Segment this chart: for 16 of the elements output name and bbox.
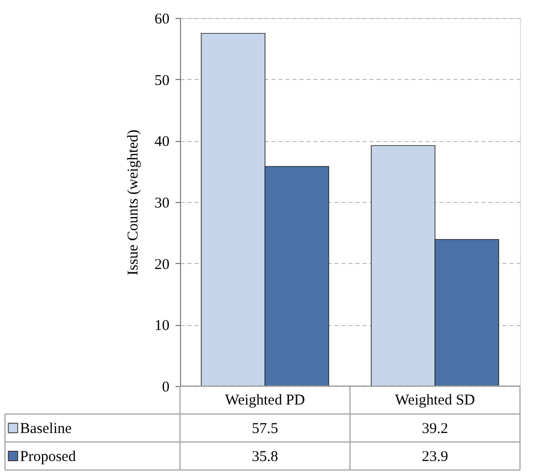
data-label: 35.8 [252,449,278,465]
y-tick-label: 40 [154,134,170,150]
y-tick-label: 30 [154,196,170,212]
y-tick-label: 20 [154,256,170,273]
y-axis-title: Issue Counts (weighted) [126,130,142,276]
x-tick-label: Weighted PD [224,392,306,408]
y-tick-label: 50 [154,72,170,89]
data-label: 39.2 [422,421,448,437]
data-label: 57.5 [252,421,278,437]
y-tick-label: 60 [154,12,170,28]
legend-label: Proposed [20,449,76,465]
y-tick-label: 0 [162,380,170,396]
legend-label: Baseline [20,421,72,437]
data-label: 23.9 [422,449,448,465]
y-tick-label: 10 [154,318,170,334]
x-tick-label: Weighted SD [394,392,476,408]
